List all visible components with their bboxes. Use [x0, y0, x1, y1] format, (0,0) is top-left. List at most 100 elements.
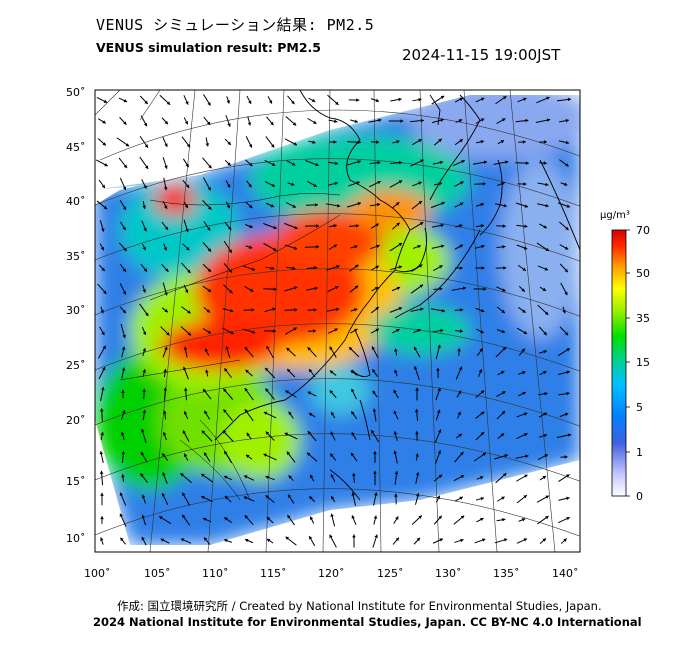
wind-arrow-head — [265, 495, 270, 499]
wind-arrow-head — [288, 475, 292, 479]
wind-arrow-head — [202, 517, 207, 522]
wind-arrow-head — [376, 202, 381, 207]
wind-arrow-head — [460, 475, 465, 479]
wind-arrow-head — [480, 432, 485, 436]
wind-arrow-head — [101, 386, 105, 391]
wind-arrow-head — [523, 538, 528, 542]
wind-arrow-head — [565, 140, 570, 145]
wind-arrow-head — [330, 474, 335, 478]
wind-arrow-head — [164, 346, 168, 351]
wind-arrow-head — [294, 286, 298, 290]
wind-arrow-head — [266, 538, 271, 543]
wind-arrow-head — [543, 349, 547, 354]
wind-arrow-head — [502, 473, 507, 477]
colorbar-tick: 15 — [636, 356, 650, 369]
wind-arrow-head — [122, 186, 127, 191]
wind-arrow-head — [480, 224, 485, 228]
wind-arrow-head — [440, 328, 444, 333]
wind-arrow-head — [204, 537, 208, 541]
wind-arrow-head — [122, 206, 126, 210]
wind-arrow-head — [244, 387, 248, 392]
wind-arrow-head — [245, 369, 249, 374]
wind-arrow-head — [500, 433, 505, 437]
wind-arrow-head — [437, 450, 442, 454]
wind-arrow-head — [439, 160, 444, 165]
wind-arrow-head — [247, 122, 252, 126]
wind-arrow-head — [185, 228, 189, 233]
wind-arrow-head — [223, 388, 227, 392]
wind-arrow-head — [501, 329, 505, 334]
wind-arrow-head — [459, 139, 463, 143]
wind-arrow-head — [523, 330, 528, 335]
wind-arrow-head — [522, 267, 526, 271]
wind-arrow-head — [418, 181, 422, 185]
wind-arrow-head — [438, 515, 442, 520]
wind-arrow-head — [521, 348, 525, 353]
wind-arrow-head — [244, 515, 249, 519]
wind-arrow-head — [544, 454, 548, 458]
wind-arrow-head — [185, 101, 189, 105]
wind-arrow-head — [272, 329, 276, 333]
wind-arrow-head — [334, 161, 339, 166]
wind-arrow-head — [480, 97, 485, 101]
wind-arrow-head — [501, 309, 505, 313]
wind-arrow-head — [141, 494, 146, 499]
wind-arrow-head — [354, 245, 358, 249]
wind-arrow-head — [122, 226, 126, 231]
wind-arrow-head — [501, 496, 505, 500]
wind-arrow-head — [351, 492, 355, 496]
wind-arrow-head — [335, 307, 340, 312]
wind-arrow-head — [288, 411, 292, 415]
wind-arrow-head — [480, 308, 485, 313]
wind-arrow-head — [419, 284, 424, 288]
wind-arrow-head — [224, 495, 229, 500]
wind-arrow-head — [505, 160, 509, 164]
wind-arrow-head — [564, 291, 568, 296]
wind-arrow-head — [394, 471, 399, 475]
wind-arrow-head — [182, 492, 186, 497]
wind-arrow-head — [395, 202, 400, 206]
wind-arrow-head — [224, 451, 228, 455]
wind-arrow-head — [164, 120, 168, 125]
wind-arrow-head — [522, 309, 526, 313]
wind-arrow-head — [566, 391, 570, 396]
wind-arrow-head — [251, 308, 255, 312]
wind-arrow-head — [478, 369, 483, 373]
wind-arrow-head — [525, 161, 529, 165]
wind-arrow-head — [184, 289, 189, 294]
wind-arrow-head — [293, 246, 298, 250]
wind-arrow-head — [375, 223, 379, 227]
lat-label: 20˚ — [66, 414, 86, 427]
wind-arrow-head — [543, 433, 548, 438]
wind-arrow-head — [123, 98, 128, 103]
wind-arrow-head — [480, 517, 484, 522]
wind-arrow-head — [273, 225, 277, 230]
wind-arrow-head — [141, 428, 145, 433]
wind-arrow-head — [417, 244, 421, 249]
wind-arrow-head — [461, 159, 465, 164]
wind-arrow-head — [459, 202, 464, 206]
wind-arrow-head — [100, 516, 104, 520]
wind-arrow-head — [437, 344, 441, 349]
wind-arrow-head — [371, 430, 375, 434]
wind-arrow-head — [104, 163, 108, 167]
wind-arrow-head — [142, 369, 146, 373]
wind-arrow-head — [414, 409, 419, 413]
wind-arrow-head — [330, 513, 334, 517]
colorbar — [611, 229, 627, 497]
wind-arrow-head — [564, 331, 569, 336]
wind-arrow-head — [245, 454, 250, 458]
lon-label: 135˚ — [493, 567, 520, 580]
wind-arrow-head — [315, 162, 319, 167]
wind-arrow-head — [329, 534, 333, 539]
wind-arrow-head — [314, 265, 318, 270]
wind-arrow-head — [266, 516, 271, 521]
wind-arrow-head — [542, 287, 547, 291]
license-line: 2024 National Institute for Environmenta… — [93, 615, 642, 629]
wind-arrow-head — [563, 182, 568, 186]
wind-arrow-head — [398, 243, 403, 247]
wind-arrow-head — [457, 390, 462, 395]
wind-arrow-head — [102, 345, 106, 350]
wind-arrow-head — [418, 201, 423, 205]
wind-arrow-head — [182, 514, 186, 519]
